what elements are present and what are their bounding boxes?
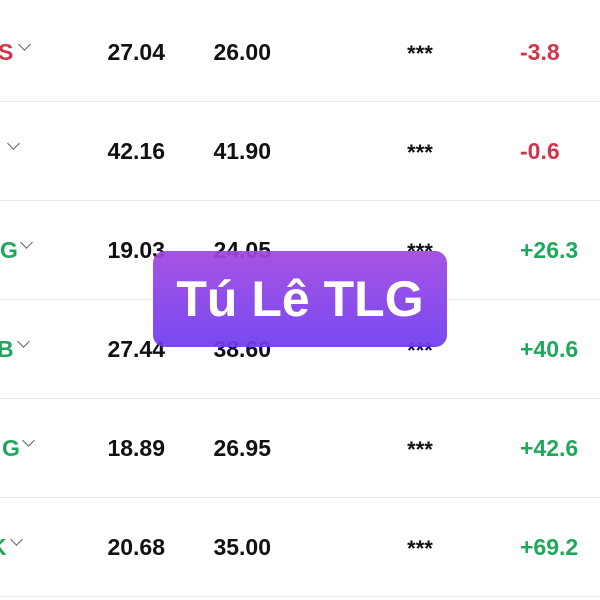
chevron-down-icon[interactable] bbox=[18, 38, 31, 51]
masked-value: *** bbox=[407, 536, 433, 561]
ticker-symbol[interactable]: B bbox=[0, 336, 14, 362]
change-percent: +42.6 bbox=[520, 435, 579, 461]
chevron-down-icon[interactable] bbox=[7, 137, 20, 150]
avg-price: 42.16 bbox=[107, 138, 165, 164]
ticker-symbol[interactable]: G bbox=[0, 237, 18, 263]
chevron-down-icon[interactable] bbox=[22, 434, 35, 447]
ticker-symbol[interactable]: G bbox=[2, 435, 20, 461]
masked-value: *** bbox=[407, 437, 433, 462]
chevron-down-icon[interactable] bbox=[10, 533, 23, 546]
change-percent: -3.8 bbox=[520, 39, 560, 65]
market-price: 35.00 bbox=[213, 534, 271, 560]
masked-value: *** bbox=[407, 41, 433, 66]
watermark-badge: Tú Lê TLG bbox=[153, 251, 447, 347]
change-percent: -0.6 bbox=[520, 138, 560, 164]
avg-price: 27.04 bbox=[107, 39, 165, 65]
market-price: 26.00 bbox=[213, 39, 271, 65]
change-percent: +40.6 bbox=[520, 336, 579, 362]
ticker-symbol[interactable]: S bbox=[0, 39, 14, 65]
watermark-text: Tú Lê TLG bbox=[176, 271, 424, 327]
chevron-down-icon[interactable] bbox=[17, 335, 30, 348]
change-percent: +26.3 bbox=[520, 237, 579, 263]
masked-value: *** bbox=[407, 140, 433, 165]
avg-price: 18.89 bbox=[107, 435, 165, 461]
stock-row[interactable]: 42.16 41.90 *** -0.6 bbox=[0, 102, 600, 201]
chevron-down-icon[interactable] bbox=[20, 236, 33, 249]
ticker-symbol[interactable]: K bbox=[0, 534, 7, 561]
avg-price: 19.03 bbox=[107, 237, 165, 263]
avg-price: 27.44 bbox=[107, 336, 165, 362]
market-price: 41.90 bbox=[213, 138, 271, 164]
stock-row[interactable]: K 20.68 35.00 *** +69.2 bbox=[0, 498, 600, 597]
stock-row[interactable]: S 27.04 26.00 *** -3.8 bbox=[0, 3, 600, 102]
stock-row[interactable]: G 18.89 26.95 *** +42.6 bbox=[0, 399, 600, 498]
market-price: 26.95 bbox=[213, 435, 271, 461]
avg-price: 20.68 bbox=[107, 534, 165, 560]
change-percent: +69.2 bbox=[520, 534, 579, 560]
